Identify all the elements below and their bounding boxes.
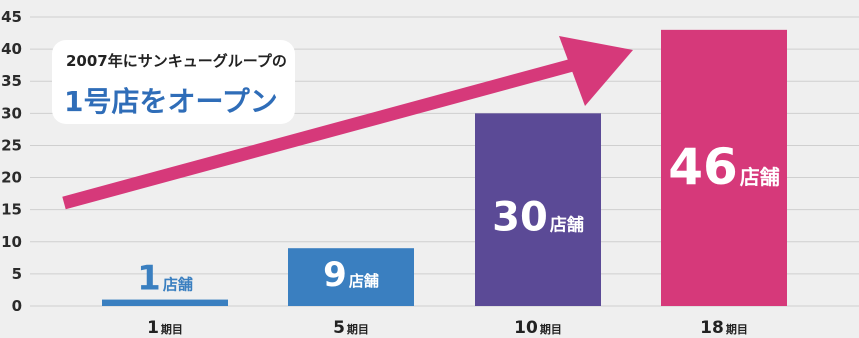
data-label: 46 店舗 [668, 138, 780, 196]
y-axis: 0 5 10 15 20 25 30 35 40 45 [1, 8, 22, 315]
y-tick-label: 45 [1, 8, 22, 26]
callout-line1: 2007年にサンキューグループの [66, 52, 287, 70]
y-tick-label: 25 [1, 136, 22, 154]
y-tick-label: 15 [1, 201, 22, 219]
x-tick-label: 1 期目 [147, 318, 183, 338]
x-axis: 1 期目 5 期目 10 期目 18 期目 [147, 318, 748, 338]
bar [102, 299, 228, 306]
x-tick-label: 5 期目 [333, 318, 369, 338]
data-label: 9 店舗 [323, 255, 379, 295]
y-tick-label: 40 [1, 40, 22, 58]
callout-box: 2007年にサンキューグループの 1号店をオープン [52, 40, 295, 124]
y-tick-label: 20 [1, 169, 22, 187]
data-label: 1 店舗 [137, 259, 193, 299]
x-tick-label: 10 期目 [514, 318, 562, 338]
growth-arrow [62, 36, 633, 210]
bar [288, 248, 414, 306]
callout-line2: 1号店をオープン [64, 85, 278, 118]
x-tick-label: 18 期目 [700, 318, 748, 338]
y-tick-label: 5 [12, 265, 22, 283]
bars [102, 29, 787, 306]
y-tick-label: 35 [1, 72, 22, 90]
arrow-head [559, 36, 633, 106]
callout-background [52, 40, 295, 124]
y-tick-label: 0 [12, 297, 22, 315]
arrow-shaft [62, 56, 582, 210]
y-tick-label: 30 [1, 104, 22, 122]
bar [661, 29, 787, 306]
bar [475, 113, 601, 306]
data-label: 30 店舗 [492, 194, 584, 240]
y-tick-label: 10 [1, 233, 22, 251]
data-labels: 1 店舗 9 店舗 30 店舗 46 店舗 [137, 138, 780, 299]
